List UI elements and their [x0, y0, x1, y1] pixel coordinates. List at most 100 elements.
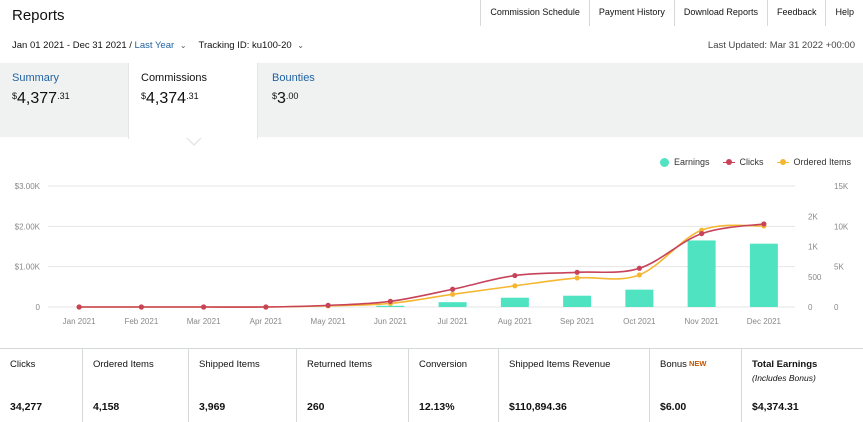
y-right-inner-tick-label: 1K [808, 243, 818, 252]
y-left-tick-label: 0 [36, 303, 41, 312]
range-preset-text: Last Year [134, 40, 175, 51]
help-button[interactable]: Help [825, 0, 863, 26]
tracking-id-label: Tracking ID: [198, 40, 250, 51]
legend-earnings[interactable]: Earnings [659, 157, 710, 167]
currency-symbol: $ [12, 91, 18, 101]
clicks-point [201, 304, 207, 310]
legend-clicks-label: Clicks [739, 157, 764, 167]
legend-clicks[interactable]: Clicks [723, 157, 763, 167]
stat-label: Clicks [10, 359, 36, 370]
clicks-swatch [723, 158, 736, 167]
stat-total-earnings: Total Earnings (Includes Bonus) $4,374.3… [742, 349, 863, 422]
top-nav: Commission Schedule Payment History Down… [480, 0, 863, 26]
ordered-items-point [574, 275, 580, 281]
x-tick-label: Jan 2021 [63, 317, 96, 326]
earnings-bar [749, 243, 778, 307]
stat-label: Returned Items [307, 359, 372, 370]
tab-commissions[interactable]: Commissions $4,374.31 [128, 63, 258, 139]
page-title: Reports [12, 7, 65, 24]
stat-shipped-items: Shipped Items 3,969 [189, 349, 297, 422]
y-right-outer-tick-label: 15K [834, 182, 849, 191]
amount-dollars: 4,377 [17, 90, 58, 107]
stat-label: Conversion [419, 359, 468, 370]
stat-bonus: Bonus NEW $6.00 [650, 349, 742, 422]
clicks-point [76, 304, 82, 310]
date-range-separator: / [126, 40, 135, 51]
stat-sub-label: (Includes Bonus) [752, 373, 816, 383]
stat-label: Ordered Items [93, 359, 154, 370]
tab-summary[interactable]: Summary $4,377.31 [0, 63, 128, 137]
stat-bonus-label: Bonus [660, 359, 687, 370]
y-right-outer-tick-label: 10K [834, 222, 849, 231]
active-tab-caret [186, 137, 202, 146]
earnings-bar [687, 240, 716, 307]
x-tick-label: Dec 2021 [747, 317, 782, 326]
stat-value: 260 [307, 401, 325, 413]
earnings-bar [438, 302, 467, 307]
payment-history-button[interactable]: Payment History [588, 0, 674, 26]
chevron-down-icon: ⌄ [297, 41, 304, 50]
legend-earnings-label: Earnings [673, 157, 710, 167]
y-right-outer-tick-label: 5K [834, 263, 844, 272]
x-tick-label: Nov 2021 [685, 317, 720, 326]
ordered-items-point [512, 283, 518, 289]
x-tick-label: Oct 2021 [623, 317, 656, 326]
stat-label: Bonus NEW [660, 359, 731, 370]
clicks-point [512, 272, 518, 279]
stat-value: 34,277 [10, 401, 43, 413]
stat-value: 4,158 [93, 401, 120, 413]
chevron-down-icon: ⌄ [179, 41, 187, 50]
amount-cents: .31 [57, 91, 70, 101]
tab-commissions-label: Commissions [141, 72, 208, 84]
stat-shipped-revenue: Shipped Items Revenue $110,894.36 [499, 349, 650, 422]
tab-bounties[interactable]: Bounties $3.00 [260, 63, 380, 137]
tab-summary-amount: $4,377.31 [12, 90, 116, 108]
currency-symbol: $ [141, 91, 147, 101]
clicks-point [387, 298, 393, 304]
y-left-tick-label: $2.00K [15, 222, 41, 231]
commission-schedule-button[interactable]: Commission Schedule [480, 0, 589, 26]
clicks-point [138, 304, 144, 310]
stat-returned-items: Returned Items 260 [297, 349, 409, 422]
new-badge: NEW [688, 359, 707, 368]
ordered-swatch [777, 158, 790, 167]
clicks-line [79, 223, 764, 308]
stat-label: Shipped Items [199, 359, 260, 370]
currency-symbol: $ [272, 91, 278, 101]
clicks-point [699, 230, 705, 237]
stat-ordered-items: Ordered Items 4,158 [83, 349, 189, 422]
clicks-point [263, 304, 269, 310]
x-tick-label: May 2021 [311, 317, 347, 326]
chart-legend: Earnings Clicks Ordered Items [646, 157, 851, 167]
clicks-point [574, 269, 580, 275]
clicks-point [325, 302, 331, 308]
stat-value: $110,894.36 [509, 401, 567, 413]
filter-bar: Jan 01 2021 - Dec 31 2021 / Last Year ⌄ … [12, 40, 316, 51]
feedback-button[interactable]: Feedback [766, 0, 826, 26]
y-left-tick-label: $3.00K [15, 182, 41, 191]
date-range-dropdown[interactable]: Jan 01 2021 - Dec 31 2021 / Last Year ⌄ [12, 40, 199, 51]
earnings-bar [500, 297, 529, 307]
y-right-outer-tick-label: 0 [834, 303, 839, 312]
tab-bounties-amount: $3.00 [272, 90, 368, 108]
x-tick-label: Jun 2021 [374, 317, 407, 326]
earnings-bar [563, 295, 592, 307]
download-reports-button[interactable]: Download Reports [673, 0, 767, 26]
y-left-tick-label: $1.00K [15, 263, 41, 272]
amount-cents: .00 [285, 91, 299, 101]
tab-bounties-label: Bounties [272, 72, 315, 84]
x-tick-label: Aug 2021 [498, 317, 533, 326]
clicks-point [636, 265, 642, 271]
y-right-inner-tick-label: 0 [808, 303, 813, 312]
stat-label: Shipped Items Revenue [509, 359, 611, 370]
stat-value: 3,969 [199, 401, 226, 413]
tracking-id-value: ku100-20 [252, 40, 292, 51]
legend-ordered[interactable]: Ordered Items [777, 157, 851, 167]
ordered-items-point [450, 291, 456, 297]
x-tick-label: Apr 2021 [250, 317, 283, 326]
legend-ordered-label: Ordered Items [793, 157, 851, 167]
tracking-id-dropdown[interactable]: Tracking ID: ku100-20 ⌄ [199, 40, 316, 51]
stat-label: Total Earnings [752, 359, 818, 370]
tab-commissions-amount: $4,374.31 [141, 90, 245, 108]
clicks-point [450, 286, 456, 292]
